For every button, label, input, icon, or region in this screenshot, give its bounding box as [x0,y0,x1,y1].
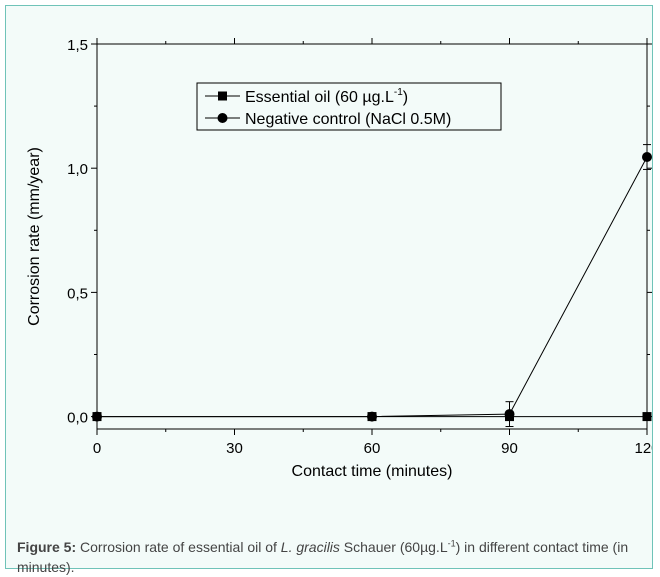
legend-label: Negative control (NaCl 0.5M) [245,111,451,128]
caption-text-middle: Schauer (60µg.L [339,539,448,555]
y-tick-label: 1,5 [67,37,88,54]
x-tick-label: 90 [501,440,518,457]
legend-circle-marker [217,113,228,123]
y-tick-label: 0,5 [67,285,88,302]
figure-caption: Figure 5: Corrosion rate of essential oi… [17,537,647,577]
square-marker [642,412,652,422]
x-tick-label: 60 [364,440,381,457]
legend-label-main: Essential oil (60 µg.L [245,89,394,106]
caption-text-before: Corrosion rate of essential oil of [76,539,281,555]
x-tick-label: 120 [634,440,652,457]
figure-panel: 0,0 0,5 1,0 1,5 0 30 60 90 120 Contact time (minu… [5,5,653,575]
legend-label-main: Negative control (NaCl 0.5M) [245,111,451,128]
x-axis-label: Contact time (minutes) [292,463,453,480]
legend-label-end: ) [403,89,408,106]
circle-marker [92,411,102,422]
series-line-1 [97,156,648,418]
y-tick-label: 0,0 [67,410,88,427]
chart: 0,0 0,5 1,0 1,5 0 30 60 90 120 Contact time (minu… [26,37,652,480]
legend-label: Essential oil (60 µg.L-1) [245,87,408,106]
caption-label: Figure 5: [17,539,77,555]
circle-marker [504,409,515,420]
legend-box [196,82,502,131]
legend-label-sup: -1 [394,87,403,98]
circle-marker [642,152,652,163]
circle-marker [367,411,377,422]
caption-superscript: -1 [447,538,456,549]
legend-square-marker [218,91,227,101]
caption-text-after: ) in different contact time (in minutes)… [17,539,629,575]
y-axis-label: Corrosion rate (mm/year) [26,147,43,326]
x-tick-label: 30 [226,440,243,457]
y-tick-label: 1,0 [67,161,88,178]
caption-species: L. gracilis [280,539,340,555]
x-tick-label: 0 [93,440,101,457]
